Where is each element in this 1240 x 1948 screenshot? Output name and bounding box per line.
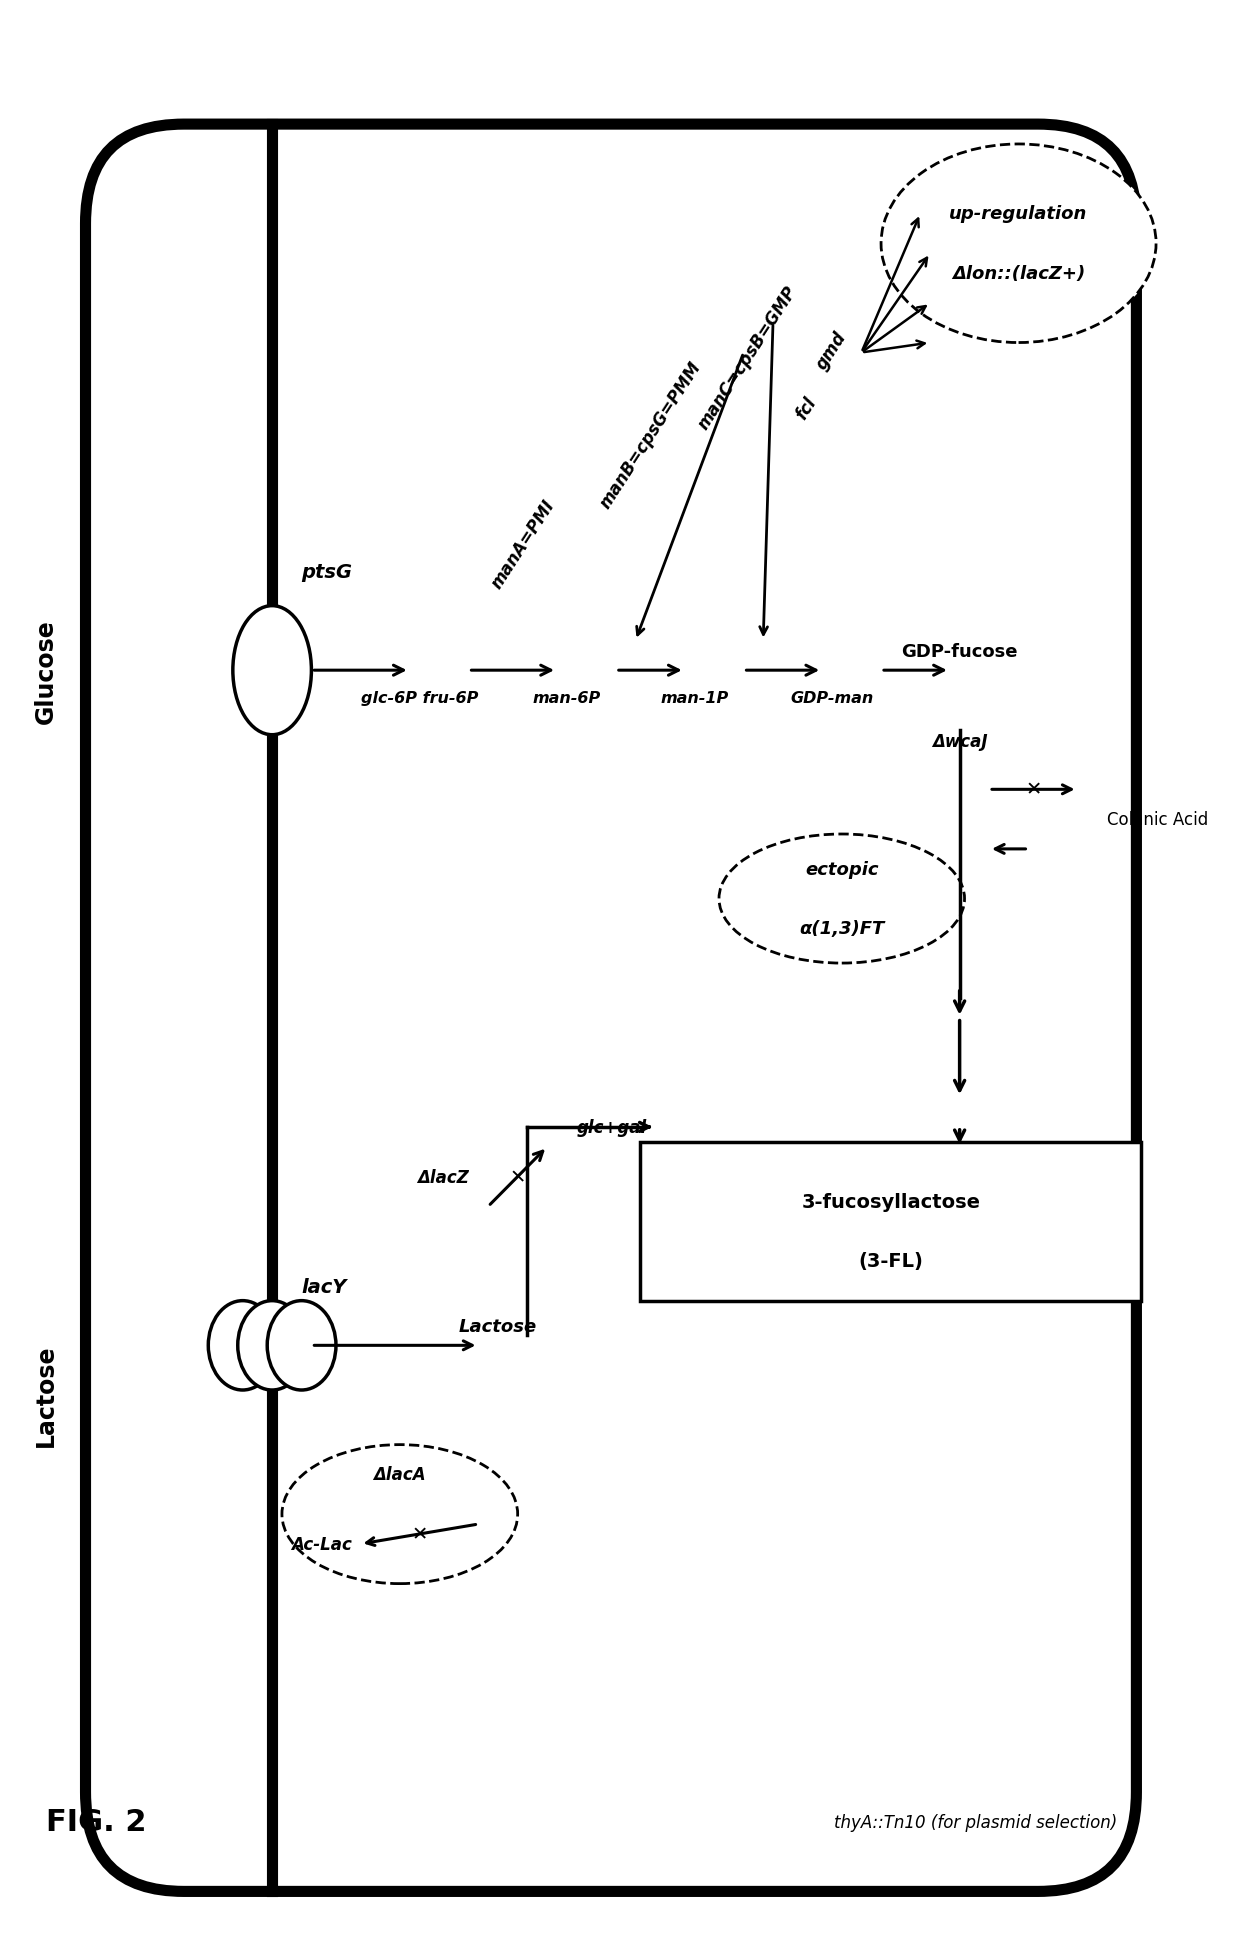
Ellipse shape bbox=[267, 1301, 336, 1391]
Text: ✕: ✕ bbox=[510, 1167, 526, 1186]
Ellipse shape bbox=[281, 1445, 517, 1584]
Ellipse shape bbox=[882, 144, 1156, 343]
Text: ΔlacA: ΔlacA bbox=[373, 1465, 427, 1484]
Text: ptsG: ptsG bbox=[301, 563, 352, 582]
Text: glc+gal: glc+gal bbox=[577, 1118, 647, 1136]
Text: α(1,3)FT: α(1,3)FT bbox=[799, 919, 884, 937]
Text: thyA::Tn10 (for plasmid selection): thyA::Tn10 (for plasmid selection) bbox=[833, 1814, 1117, 1831]
Text: glc-6P fru-6P: glc-6P fru-6P bbox=[361, 692, 479, 705]
Text: GDP-fucose: GDP-fucose bbox=[901, 643, 1018, 660]
FancyBboxPatch shape bbox=[86, 125, 1136, 1892]
Text: Ac-Lac: Ac-Lac bbox=[291, 1535, 352, 1553]
Text: man-1P: man-1P bbox=[661, 692, 729, 705]
FancyBboxPatch shape bbox=[640, 1142, 1141, 1301]
Ellipse shape bbox=[233, 606, 311, 734]
Text: ectopic: ectopic bbox=[805, 861, 878, 879]
Text: (3-FL): (3-FL) bbox=[858, 1253, 924, 1270]
Text: Lactose: Lactose bbox=[459, 1317, 537, 1336]
Text: ΔlacZ: ΔlacZ bbox=[417, 1169, 469, 1186]
Text: 3-fucosyllactose: 3-fucosyllactose bbox=[801, 1192, 981, 1212]
Ellipse shape bbox=[719, 834, 965, 964]
Text: FIG. 2: FIG. 2 bbox=[46, 1808, 146, 1837]
Text: fcl: fcl bbox=[792, 393, 820, 423]
Text: man-6P: man-6P bbox=[533, 692, 601, 705]
Text: manB=cpsG=PMM: manB=cpsG=PMM bbox=[596, 358, 704, 512]
Text: up-regulation: up-regulation bbox=[950, 205, 1087, 224]
Text: Δlon::(lacZ+): Δlon::(lacZ+) bbox=[952, 265, 1085, 282]
Text: ✕: ✕ bbox=[1025, 781, 1042, 799]
Text: ✕: ✕ bbox=[412, 1525, 428, 1543]
Text: GDP-man: GDP-man bbox=[790, 692, 873, 705]
Ellipse shape bbox=[208, 1301, 277, 1391]
Text: lacY: lacY bbox=[301, 1278, 347, 1295]
Text: manC=cpsB=GMP: manC=cpsB=GMP bbox=[694, 282, 801, 432]
Text: ΔwcaJ: ΔwcaJ bbox=[932, 732, 987, 750]
Text: Lactose: Lactose bbox=[35, 1344, 58, 1447]
Text: Colanic Acid: Colanic Acid bbox=[1107, 810, 1208, 828]
Ellipse shape bbox=[238, 1301, 306, 1391]
Text: gmd: gmd bbox=[812, 329, 849, 374]
Text: manA=PMI: manA=PMI bbox=[489, 497, 559, 592]
Text: Glucose: Glucose bbox=[35, 618, 58, 723]
